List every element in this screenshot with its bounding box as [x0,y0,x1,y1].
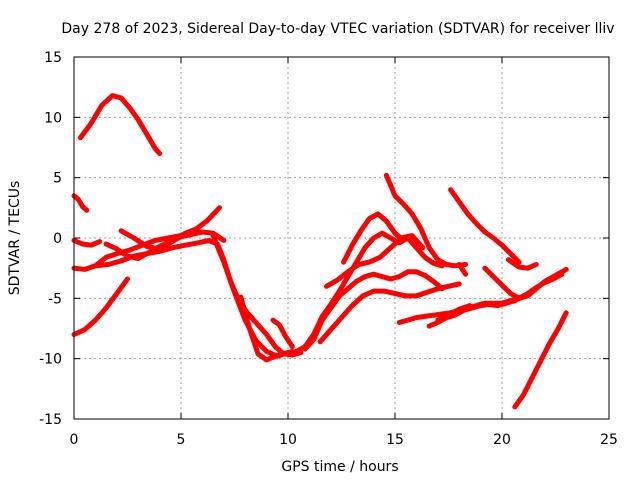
x-tick-label: 0 [70,432,79,448]
series-arc-4 [71,276,130,337]
x-tick-label: 15 [386,432,404,448]
chart-title: Day 278 of 2023, Sidereal Day-to-day VTE… [61,21,614,37]
series-arc-14 [317,281,462,345]
series-arc-2 [71,193,90,213]
series-arc-20 [448,187,522,265]
series-arc-16 [341,211,407,265]
series-group [71,93,569,410]
series-arc-15 [324,233,426,289]
x-tick-labels: 0 5 10 15 20 25 [70,432,618,448]
series-arc-11 [270,317,295,350]
y-tick-label: 5 [53,171,62,187]
series-arc-1 [77,93,163,156]
y-axis-label: SDTVAR / TECUs [7,181,23,296]
series-arc-3 [71,237,103,248]
x-tick-label: 25 [600,432,618,448]
y-tick-label: -10 [39,352,62,368]
series-arc-21 [435,303,473,323]
x-tick-label: 20 [493,432,511,448]
y-tick-label: -15 [39,412,62,428]
series-arc-17 [383,172,469,269]
x-axis-label: GPS time / hours [281,459,398,475]
y-tick-label: 0 [53,231,62,247]
series-arc-22 [456,262,469,277]
axis-ticks [73,56,610,420]
y-tick-labels: -15 -10 -5 0 5 10 15 [39,50,62,428]
y-tick-label: 10 [44,110,62,126]
series-arc-24 [505,257,539,271]
series-arc-25 [512,310,569,410]
series-arc-13 [302,269,445,352]
y-tick-label: -5 [48,291,62,307]
series-arc-10 [238,294,295,363]
x-tick-label: 5 [177,432,186,448]
x-tick-label: 10 [279,432,297,448]
series-arc-23 [482,265,569,301]
y-tick-label: 15 [44,50,62,66]
